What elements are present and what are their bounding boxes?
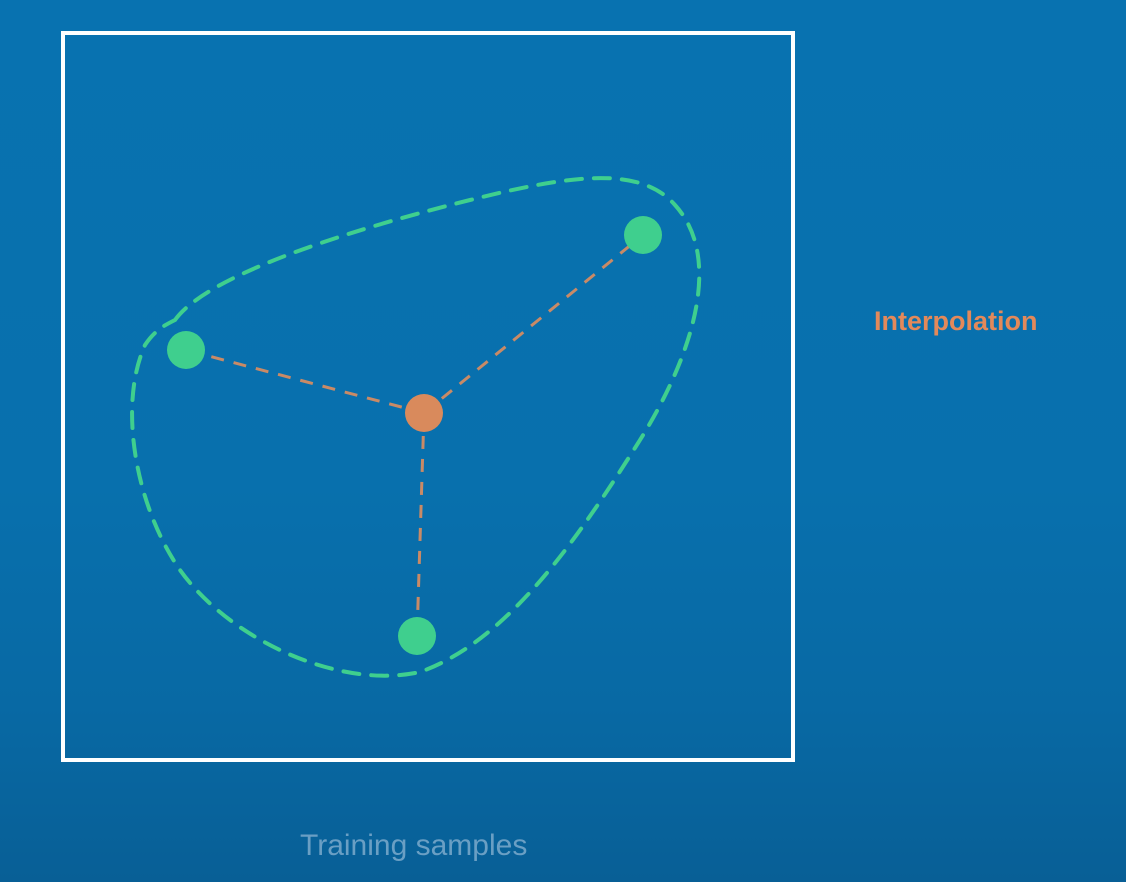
interpolation-label: Interpolation	[874, 306, 1038, 336]
connector-to-left-sample	[185, 348, 425, 415]
training-sample-top-right	[624, 216, 662, 254]
training-sample-bottom	[398, 617, 436, 655]
training-samples-caption: Training samples	[300, 829, 528, 862]
connector-to-bottom-sample	[415, 412, 426, 637]
convex-hull-outline	[130, 176, 702, 678]
sample-space-frame	[61, 31, 795, 762]
training-sample-left	[167, 331, 205, 369]
connector-to-top-right-sample	[423, 233, 644, 415]
interpolated-point	[405, 394, 443, 432]
